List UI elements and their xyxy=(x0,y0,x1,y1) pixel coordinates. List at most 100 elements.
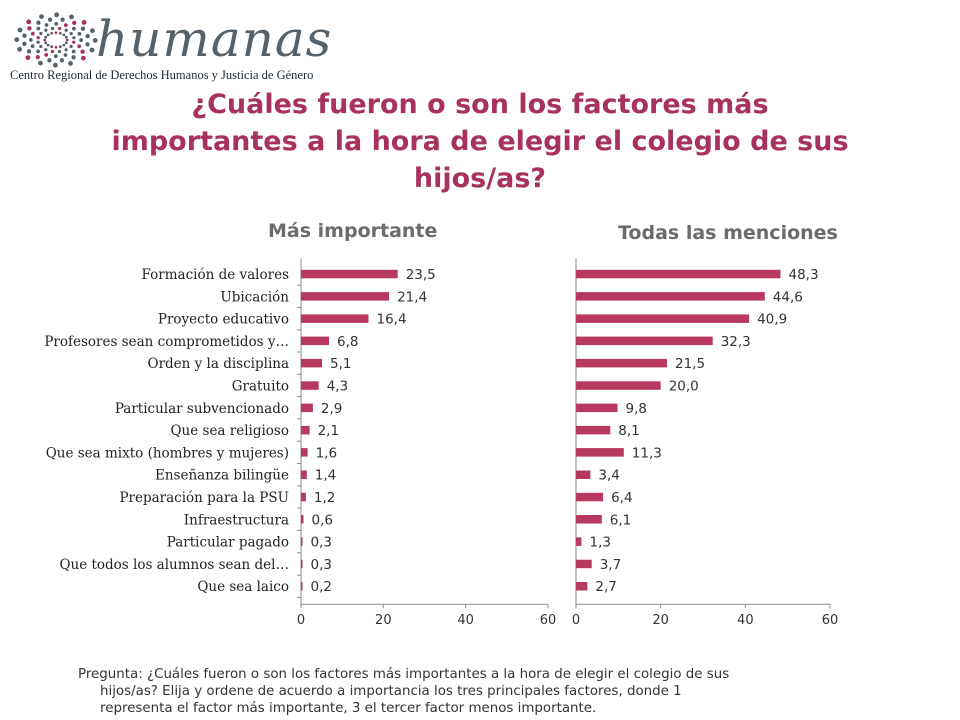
chart-title-all-mentions: Todas las menciones xyxy=(618,222,838,244)
category-label: Profesores sean comprometidos y… xyxy=(44,334,289,350)
chart-most-important: 0 20 40 60 23,5 Formación de valores 21,4 Ubica… xyxy=(44,258,556,628)
bar xyxy=(576,515,602,524)
category-label: Formación de valores xyxy=(142,267,290,283)
logo-dot xyxy=(26,19,32,25)
bar xyxy=(301,336,329,346)
logo-dot xyxy=(72,36,76,40)
x-tick-label: 20 xyxy=(375,613,392,628)
logo-dot xyxy=(39,44,43,49)
bar-value-label: 2,9 xyxy=(321,401,342,417)
logo-dot xyxy=(36,20,41,25)
bar xyxy=(576,381,661,390)
logo-dot xyxy=(57,49,62,54)
logo-dot xyxy=(36,49,40,54)
bar xyxy=(301,381,319,390)
logo-dot xyxy=(79,38,84,42)
logo-dot xyxy=(39,31,43,36)
x-tick-label: 60 xyxy=(540,613,557,628)
logo-dot xyxy=(50,49,55,54)
bar-value-label: 32,3 xyxy=(721,334,751,350)
logo-dot xyxy=(22,33,27,38)
chart-all-mentions: 0 20 40 60 48,3 44,6 40,9 32,3 21,5 20,0 9,8 8,1 11,… xyxy=(572,258,838,628)
bar xyxy=(301,492,306,502)
logo-dot xyxy=(72,40,76,44)
bar xyxy=(301,403,313,413)
logo-dot xyxy=(63,23,68,27)
footnote-line-2: hijos/as? Elija y ordene de acuerdo a im… xyxy=(100,684,682,699)
logo-dot xyxy=(65,38,69,42)
logo-dot xyxy=(64,41,68,45)
category-label: Que sea religioso xyxy=(170,423,289,439)
x-tick-label: 40 xyxy=(457,613,474,628)
logo-dot xyxy=(69,14,74,20)
logo-dot xyxy=(30,44,35,48)
bar-value-label: 8,1 xyxy=(618,423,639,439)
bar xyxy=(576,292,765,301)
logo-dot xyxy=(81,20,87,25)
logo-subtitle: Centro Regional de Derechos Humanos y Ju… xyxy=(10,68,314,82)
logo-dot xyxy=(64,48,68,52)
logo-dot xyxy=(44,28,48,32)
logo-dot xyxy=(57,26,62,31)
logo-dot xyxy=(64,35,68,39)
logo-dot xyxy=(28,38,33,42)
logo-dot xyxy=(46,43,50,47)
logo-dot xyxy=(53,54,58,59)
bar-value-label: 1,4 xyxy=(315,468,336,484)
bar xyxy=(576,358,667,368)
logo-dot xyxy=(62,43,66,47)
bar-value-label: 9,8 xyxy=(626,401,647,417)
bar xyxy=(576,582,588,591)
x-tick-label: 40 xyxy=(737,613,754,628)
bar-value-label: 23,5 xyxy=(406,267,436,283)
logo-dot xyxy=(36,36,40,40)
logo-dot xyxy=(38,60,43,66)
logo-dot xyxy=(62,33,66,37)
category-label: Que sea laico xyxy=(197,579,289,595)
x-tick-label: 0 xyxy=(297,613,305,628)
logo-dot xyxy=(44,48,48,52)
bar-value-label: 0,2 xyxy=(311,579,332,595)
logo-dot xyxy=(85,34,90,39)
logo-dot xyxy=(39,14,44,19)
bar xyxy=(576,425,611,435)
logo-dot xyxy=(54,45,58,49)
bar-value-label: 2,7 xyxy=(595,579,616,595)
bar-value-label: 3,4 xyxy=(598,468,619,484)
category-label: Proyecto educativo xyxy=(158,312,289,328)
logo-dot xyxy=(27,26,32,31)
logo-wordmark: humanas xyxy=(96,10,333,68)
bar-value-label: 44,6 xyxy=(773,289,803,305)
bar xyxy=(301,358,322,368)
logo-dot xyxy=(36,26,41,31)
logo-dot xyxy=(44,53,49,57)
logo-dot xyxy=(53,62,58,68)
category-label: Preparación para la PSU xyxy=(119,490,289,506)
bar-value-label: 21,5 xyxy=(675,356,705,372)
page-title: ¿Cuáles fueron o son los factores más im… xyxy=(40,86,920,197)
bar-value-label: 6,4 xyxy=(611,490,632,506)
logo-dot xyxy=(54,31,58,35)
logo-dot xyxy=(60,17,65,22)
bar xyxy=(576,403,618,413)
bar xyxy=(301,537,303,546)
bar-value-label: 5,1 xyxy=(330,356,351,372)
logo-dot xyxy=(36,40,40,44)
logo-dot xyxy=(80,55,86,61)
logo-dot xyxy=(44,41,48,45)
bar-value-label: 1,3 xyxy=(590,535,611,551)
chart-title-most-important: Más importante xyxy=(268,220,438,242)
category-label: Que sea mixto (hombres y mujeres) xyxy=(46,445,289,461)
logo-dot xyxy=(71,49,76,54)
logo-dot xyxy=(64,28,68,32)
bar-value-label: 16,4 xyxy=(377,312,407,328)
bar-value-label: 3,7 xyxy=(600,557,621,573)
logo-dot xyxy=(47,17,53,22)
logo-dot xyxy=(26,49,32,54)
logo-dot xyxy=(90,28,95,34)
logo-dot xyxy=(59,58,65,63)
bar-value-label: 20,0 xyxy=(669,379,699,395)
bar-value-label: 0,6 xyxy=(312,512,333,528)
logo-dot xyxy=(50,31,54,35)
logo-dot xyxy=(54,21,59,26)
